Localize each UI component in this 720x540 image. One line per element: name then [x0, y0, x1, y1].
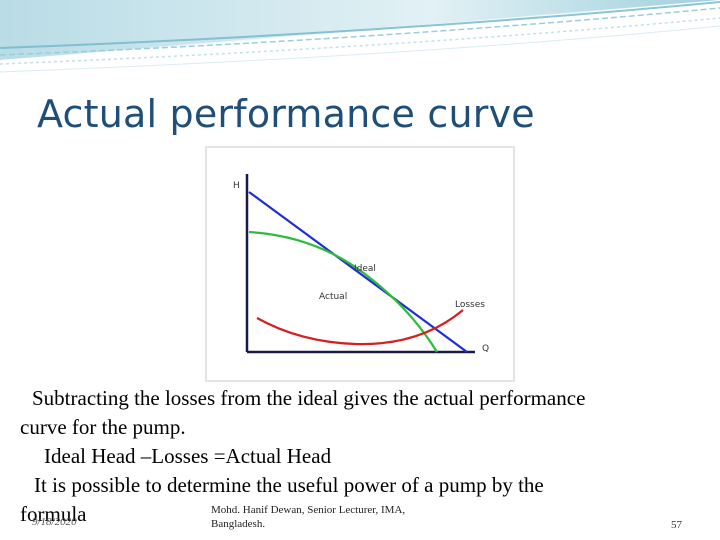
footer-credit-line: Mohd. Hanif Dewan, Senior Lecturer, IMA,: [211, 504, 406, 516]
losses-curve-label: Losses: [455, 300, 485, 310]
actual-curve: [248, 230, 438, 353]
body-line: Subtracting the losses from the ideal gi…: [32, 386, 586, 410]
page-number: 57: [671, 519, 682, 531]
x-axis-label: Q: [482, 344, 489, 354]
ideal-curve-label: Ideal: [354, 264, 376, 274]
y-axis-label: H: [233, 181, 240, 191]
body-line: formula: [20, 502, 87, 526]
pump-performance-figure: H Q Ideal Actual Losses: [205, 146, 515, 382]
header-wave-decoration: [0, 0, 720, 73]
footer-credit: Mohd. Hanif Dewan, Senior Lecturer, IMA,…: [211, 503, 405, 531]
body-line: It is possible to determine the useful p…: [34, 473, 544, 497]
figure-frame: [205, 146, 515, 382]
slide-body: Subtracting the losses from the ideal gi…: [20, 384, 700, 529]
body-line: curve for the pump.: [20, 415, 186, 439]
actual-curve-label: Actual: [319, 292, 347, 302]
ideal-curve: [248, 191, 468, 353]
body-line: Ideal Head –Losses =Actual Head: [44, 444, 332, 468]
losses-curve: [256, 309, 464, 346]
footer-date: 9/18/2020: [32, 516, 77, 528]
slide-title: Actual performance curve: [37, 92, 535, 136]
footer-credit-line: Bangladesh.: [211, 518, 266, 530]
